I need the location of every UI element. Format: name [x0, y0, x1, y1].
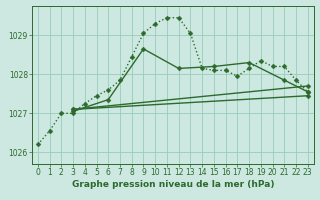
X-axis label: Graphe pression niveau de la mer (hPa): Graphe pression niveau de la mer (hPa)	[72, 180, 274, 189]
